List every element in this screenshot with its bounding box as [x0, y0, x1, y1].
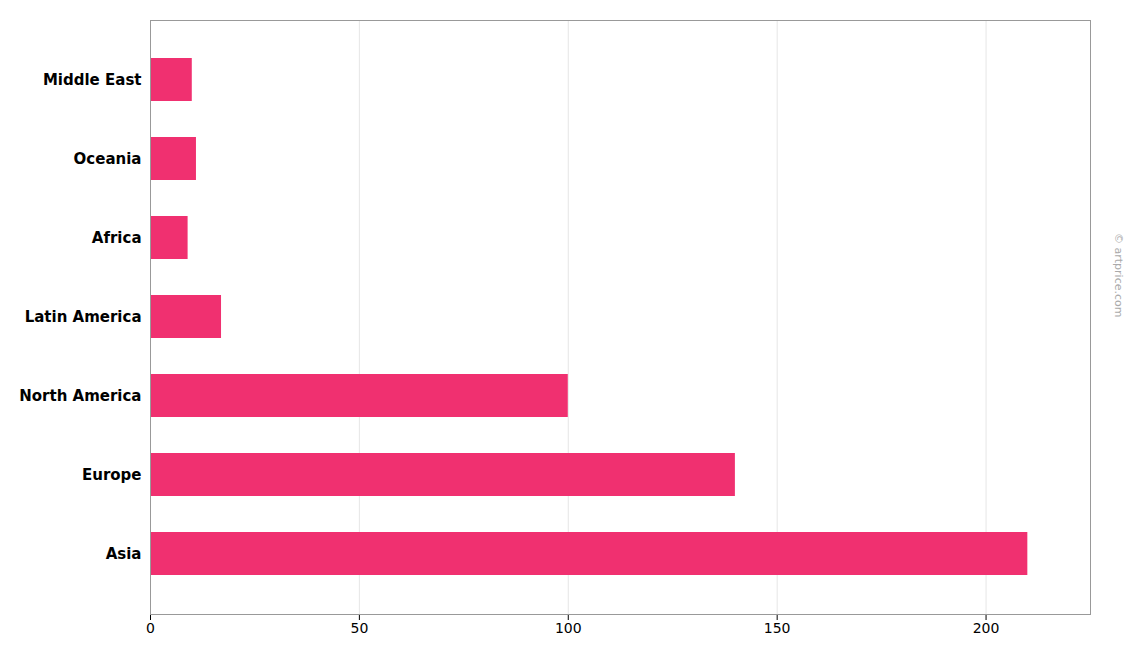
svg-text:Middle East: Middle East [43, 71, 142, 89]
svg-text:Asia: Asia [106, 545, 142, 563]
svg-text:0: 0 [146, 620, 155, 636]
svg-text:200: 200 [973, 620, 1000, 636]
svg-text:Europe: Europe [82, 466, 142, 484]
svg-text:Africa: Africa [92, 229, 142, 247]
svg-text:© artprice.com: © artprice.com [1112, 233, 1125, 317]
svg-text:100: 100 [555, 620, 582, 636]
svg-text:150: 150 [764, 620, 791, 636]
svg-text:Latin America: Latin America [25, 308, 142, 326]
svg-text:Oceania: Oceania [74, 150, 142, 168]
svg-text:North America: North America [19, 387, 141, 405]
svg-text:50: 50 [350, 620, 368, 636]
